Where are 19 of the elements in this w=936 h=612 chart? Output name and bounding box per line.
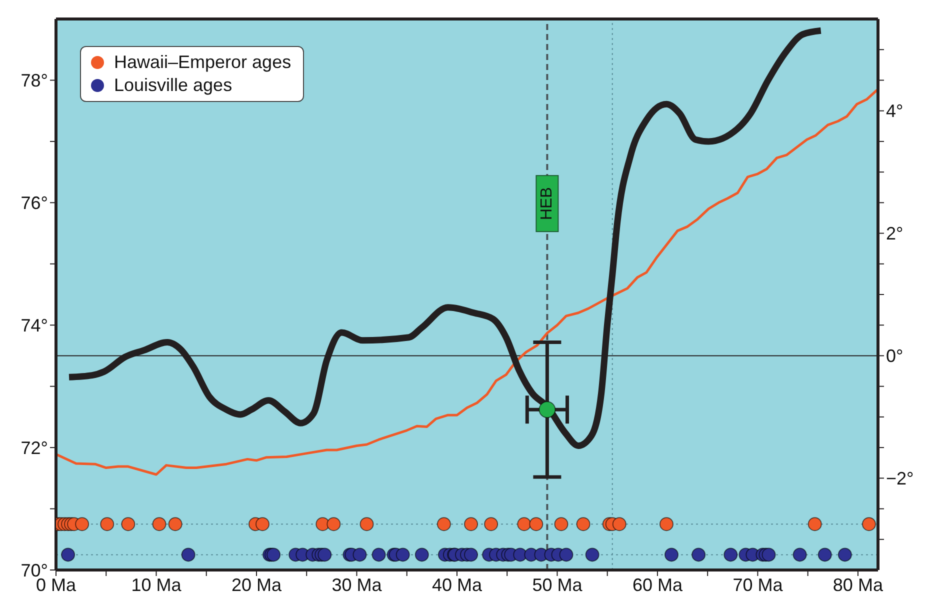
legend-label: Hawaii–Emperor ages xyxy=(114,51,292,74)
x-tick-label: 10 Ma xyxy=(131,574,182,595)
y2-tick-label: −2° xyxy=(886,468,914,489)
y2-tick-label: 0° xyxy=(886,346,904,366)
y-tick-label: 76° xyxy=(20,193,48,214)
x-tick-label: 70 Ma xyxy=(732,574,784,595)
x-tick-label: 60 Ma xyxy=(632,574,684,595)
legend-label: Louisville ages xyxy=(114,74,232,97)
x-tick-label: 30 Ma xyxy=(332,574,383,595)
y2-tick-label: 2° xyxy=(886,224,904,244)
y-tick-label: 72° xyxy=(20,438,48,458)
y-tick-label: 78° xyxy=(20,70,48,91)
x-tick-label: 40 Ma xyxy=(432,574,483,595)
x-tick-label: 80 Ma xyxy=(832,574,884,595)
x-tick-label: 50 Ma xyxy=(532,574,584,595)
ref-line-label: HEB xyxy=(538,187,556,220)
x-tick-label: 20 Ma xyxy=(231,574,282,595)
y-tick-label: 74° xyxy=(20,316,48,336)
y2-tick-label: 4° xyxy=(886,101,904,122)
